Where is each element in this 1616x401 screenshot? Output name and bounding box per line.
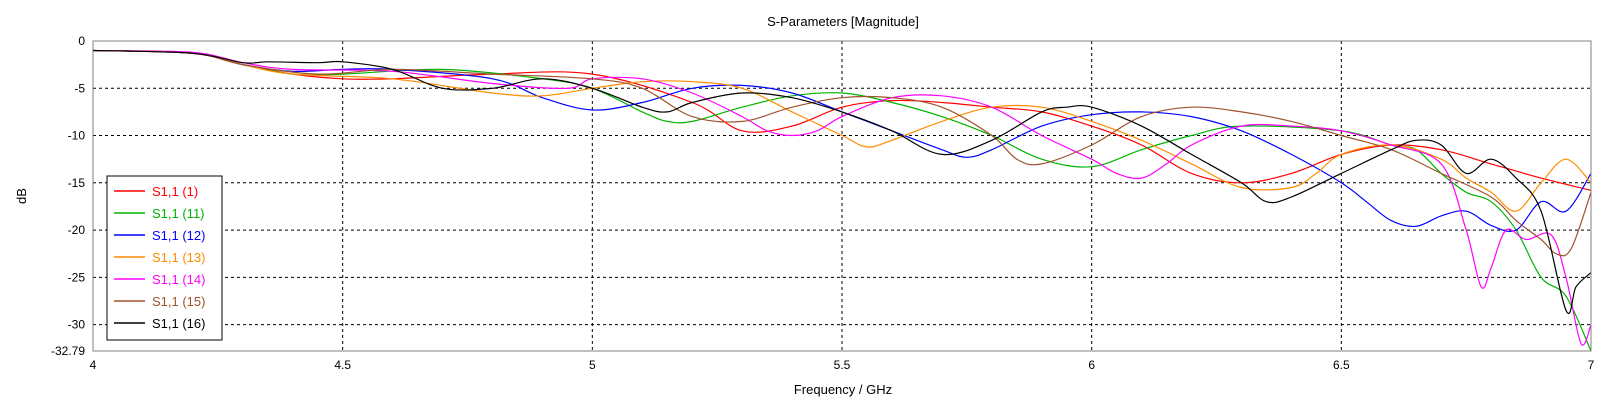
series-layer [93,49,1591,351]
x-tick-label: 6 [1088,358,1095,372]
legend-box [106,175,223,341]
legend-entry: S1,1 (16) [152,316,205,331]
x-tick-label: 4.5 [334,358,351,372]
x-tick-label: 5 [589,358,596,372]
legend-entry: S1,1 (14) [152,272,205,287]
y-tick-label: -30 [68,318,86,332]
legend-entry: S1,1 (13) [152,250,205,265]
y-tick-label: -15 [68,176,86,190]
series-line-5 [93,49,1591,257]
legend-entry: S1,1 (12) [152,228,205,243]
legend: S1,1 (1) S1,1 (11) S1,1 (12) S1,1 (13) S1,1 … [106,175,223,341]
y-tick-label: -5 [74,81,85,95]
grid [93,41,1591,351]
y-tick-label: -20 [68,223,86,237]
x-tick-label: 5.5 [834,358,851,372]
y-tick-label: -10 [68,129,86,143]
y-tick-label: -25 [68,270,86,284]
legend-entry: S1,1 (15) [152,294,205,309]
plot-frame [92,40,1592,352]
y-axis-label: dB [14,188,29,204]
axis-ticks: 4 4.5 5 5.5 6 6.5 7 0 -5 -10 -15 -20 -25 -30 -32.79 [51,34,1595,372]
x-axis-label: Frequency / GHz [794,382,892,397]
chart-title: S-Parameters [Magnitude] [767,14,919,29]
y-tick-label: -32.79 [51,344,85,358]
x-tick-label: 4 [90,358,97,372]
legend-entry: S1,1 (11) [152,206,205,221]
series-line-2 [93,49,1591,233]
x-tick-label: 7 [1588,358,1595,372]
y-tick-label: 0 [78,34,85,48]
x-tick-label: 6.5 [1333,358,1350,372]
legend-entry: S1,1 (1) [152,184,198,199]
series-line-6 [93,49,1591,314]
series-line-0 [93,49,1591,191]
series-line-4 [93,49,1591,346]
